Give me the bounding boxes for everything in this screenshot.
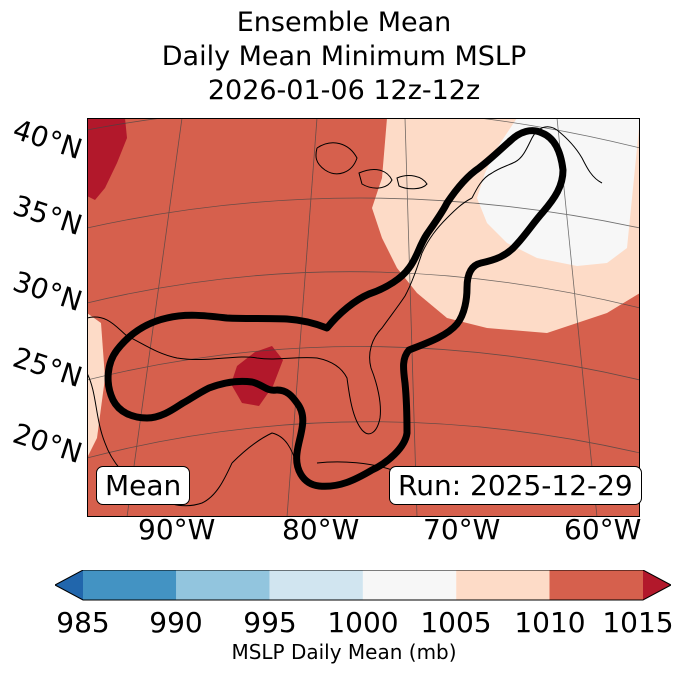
- pressure-band-high-gulf: [231, 346, 283, 406]
- colorbar-tick-995: 995: [243, 606, 296, 639]
- pressure-band-high-nw: [87, 118, 127, 200]
- run-date-box: Run: 2025-12-29: [389, 466, 642, 505]
- colorbar-tick-1005: 1005: [420, 606, 491, 639]
- colorbar-bin-985-990: [83, 570, 176, 600]
- title-line-3: 2026-01-06 12z-12z: [0, 74, 688, 108]
- lat-label-25: 25°N: [9, 341, 86, 394]
- lat-label-20: 20°N: [9, 417, 86, 470]
- lon-label-70w: 70°W: [423, 513, 500, 546]
- lat-label-30: 30°N: [9, 265, 86, 318]
- colorbar-bin-1000-1005: [363, 570, 456, 600]
- colorbar-extend-high: [643, 570, 671, 600]
- colorbar: [55, 570, 671, 602]
- title-line-1: Ensemble Mean: [0, 6, 688, 40]
- colorbar-bin-1005-1010: [456, 570, 549, 600]
- colorbar-tick-990: 990: [149, 606, 202, 639]
- colorbar-bin-990-995: [176, 570, 269, 600]
- colorbar-tick-1015: 1015: [602, 606, 673, 639]
- colorbar-tick-1000: 1000: [327, 606, 398, 639]
- map-canvas: [87, 118, 640, 517]
- lon-label-80w: 80°W: [282, 513, 359, 546]
- lon-label-60w: 60°W: [564, 513, 641, 546]
- lat-label-35: 35°N: [9, 189, 86, 242]
- colorbar-tick-985: 985: [56, 606, 109, 639]
- yucatan-coast: [232, 433, 297, 466]
- colorbar-extend-low: [55, 570, 83, 600]
- mean-label-box: Mean: [96, 466, 190, 505]
- lat-label-40: 40°N: [9, 113, 86, 166]
- colorbar-label: MSLP Daily Mean (mb): [0, 640, 688, 664]
- colorbar-bin-995-1000: [270, 570, 363, 600]
- map-panel: [87, 118, 640, 517]
- colorbar-tick-1010: 1010: [514, 606, 585, 639]
- colorbar-bin-1010-1015: [550, 570, 644, 600]
- title-line-2: Daily Mean Minimum MSLP: [0, 40, 688, 74]
- lon-label-90w: 90°W: [138, 513, 215, 546]
- figure-title: Ensemble Mean Daily Mean Minimum MSLP 20…: [0, 6, 688, 108]
